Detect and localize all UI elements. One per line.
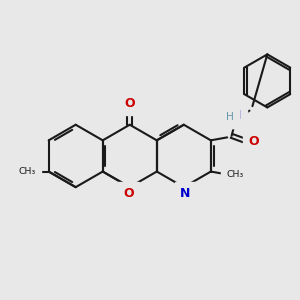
Text: O: O: [124, 97, 135, 110]
Text: O: O: [249, 135, 259, 148]
Text: CH₃: CH₃: [227, 170, 244, 179]
Text: H: H: [226, 112, 233, 122]
Text: O: O: [123, 187, 134, 200]
Text: CH₃: CH₃: [19, 167, 36, 176]
Text: N: N: [231, 110, 242, 122]
Text: N: N: [180, 187, 190, 200]
